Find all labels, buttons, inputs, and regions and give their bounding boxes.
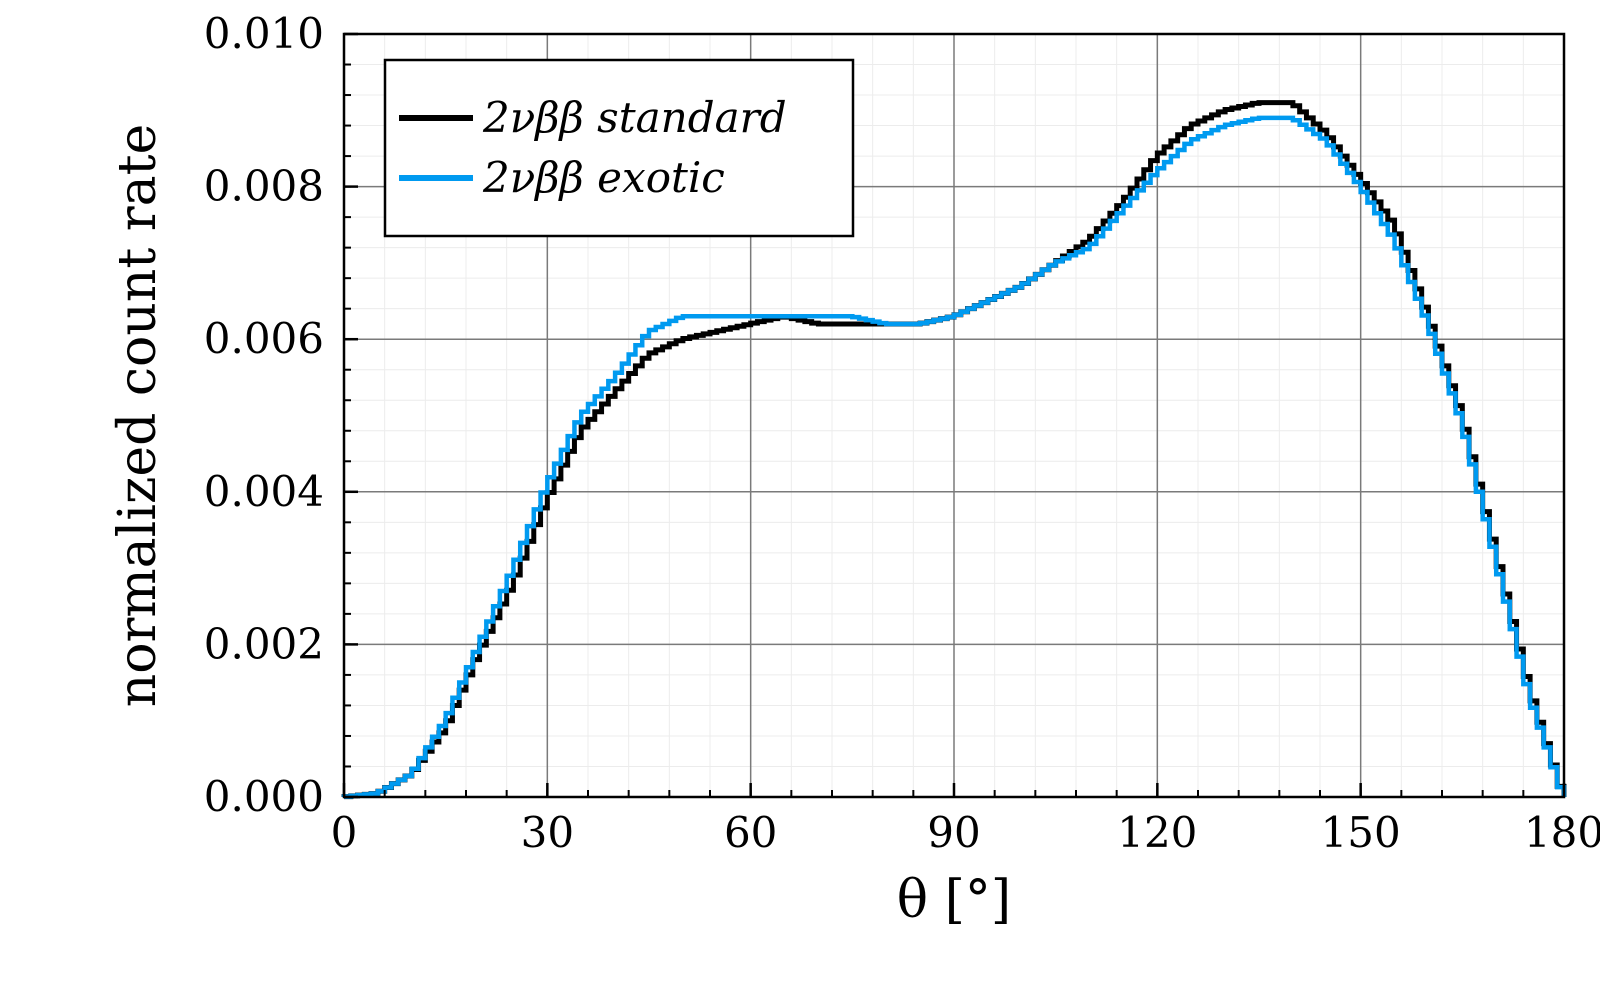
x-tick-label: 60 [724,808,777,857]
y-tick-label: 0.000 [204,772,324,821]
y-tick-label: 0.004 [204,467,324,516]
y-tick-label: 0.010 [204,9,324,58]
x-tick-label: 180 [1524,808,1600,857]
y-tick-label: 0.008 [204,162,324,211]
x-tick-label: 90 [927,808,980,857]
legend-label-standard: 2νββ standard [482,93,787,142]
legend: 2νββ standard 2νββ exotic [383,58,855,238]
x-tick-label: 150 [1321,808,1401,857]
legend-box [383,58,855,238]
legend-label-exotic: 2νββ exotic [482,153,725,202]
x-tick-label: 0 [331,808,358,857]
series-layer [341,100,1567,800]
y-tick-label: 0.002 [204,619,324,668]
x-tick-label: 120 [1117,808,1197,857]
y-axis-label: normalized count rate [108,124,168,708]
series-line-exotic [341,115,1567,799]
y-tick-label: 0.006 [204,314,324,363]
x-tick-label: 30 [521,808,574,857]
x-axis-label: θ [°] [897,870,1011,930]
ticks: 0 30 60 90 120 150 180 0.000 0.002 0.004 0.006 0.00… [204,9,1600,857]
